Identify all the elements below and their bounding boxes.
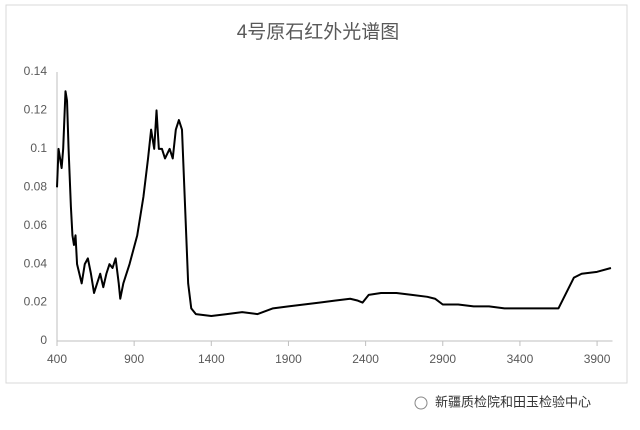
chart-border [5,4,628,384]
y-tick-label: 0.12 [24,103,48,117]
y-tick-label: 0.06 [24,218,48,232]
x-tick-label: 2400 [352,352,379,366]
watermark-icon [414,396,428,410]
y-tick-label: 0.14 [24,64,48,78]
x-tick-label: 1400 [198,352,225,366]
x-tick-label: 2900 [429,352,456,366]
x-tick-label: 1900 [275,352,302,366]
x-tick-label: 3900 [584,352,611,366]
x-tick-label: 900 [124,352,144,366]
watermark: 新疆质检院和田玉检验中心 [435,394,591,409]
y-tick-label: 0.02 [24,295,48,309]
y-tick-label: 0 [40,333,47,347]
x-tick-label: 400 [47,352,67,366]
x-tick-label: 3400 [507,352,534,366]
y-tick-label: 0.1 [30,141,47,155]
chart-title: 4号原石红外光谱图 [237,21,400,43]
y-tick-label: 0.08 [24,179,48,193]
spectrum-line [56,90,612,318]
y-tick-label: 0.04 [24,256,48,270]
